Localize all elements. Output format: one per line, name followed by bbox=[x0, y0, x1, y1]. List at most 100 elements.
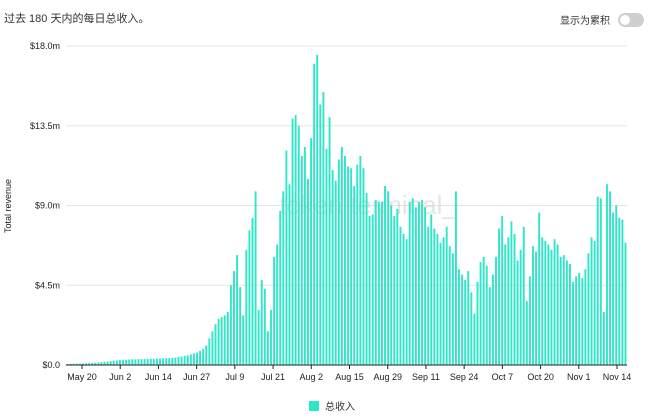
revenue-bar bbox=[260, 279, 263, 365]
revenue-bar bbox=[596, 196, 599, 365]
revenue-bar bbox=[476, 281, 479, 365]
revenue-bar bbox=[371, 214, 374, 365]
revenue-bar bbox=[211, 331, 214, 365]
x-tick-label: Sep 24 bbox=[450, 372, 479, 382]
y-tick-label: $9.0m bbox=[35, 201, 60, 211]
revenue-bar bbox=[159, 358, 161, 365]
revenue-bar bbox=[328, 116, 331, 365]
cumulative-toggle-switch[interactable] bbox=[618, 12, 644, 27]
revenue-bar bbox=[131, 359, 134, 365]
revenue-bar bbox=[501, 216, 504, 365]
x-tick-label: Aug 15 bbox=[335, 372, 364, 382]
toggle-knob bbox=[620, 14, 630, 25]
revenue-bar bbox=[118, 360, 121, 365]
revenue-bar bbox=[78, 363, 81, 365]
revenue-bar bbox=[69, 363, 72, 365]
revenue-bar bbox=[128, 359, 131, 365]
revenue-bar bbox=[498, 228, 501, 365]
revenue-bar bbox=[606, 184, 608, 365]
revenue-bar bbox=[408, 201, 411, 365]
revenue-bar bbox=[390, 205, 393, 365]
revenue-bar bbox=[535, 251, 538, 365]
revenue-bar bbox=[97, 362, 100, 365]
revenue-bar bbox=[491, 274, 494, 365]
revenue-bar bbox=[581, 278, 584, 365]
x-tick-label: Sep 11 bbox=[412, 372, 440, 382]
revenue-bar bbox=[602, 311, 605, 365]
revenue-bar bbox=[433, 228, 436, 365]
y-axis: $0.0 $4.5m $9.0m $13.5m $18.0m bbox=[30, 41, 60, 370]
revenue-bar bbox=[599, 198, 602, 365]
cumulative-toggle-label: 显示为累积 bbox=[560, 16, 610, 27]
revenue-bar bbox=[562, 255, 565, 365]
revenue-bar bbox=[263, 288, 266, 365]
revenue-bar bbox=[340, 147, 343, 365]
revenue-bar bbox=[621, 219, 624, 365]
chart-bars bbox=[66, 54, 627, 366]
revenue-bar bbox=[279, 210, 282, 365]
revenue-bar bbox=[183, 355, 186, 365]
revenue-bar bbox=[396, 209, 399, 365]
revenue-bar bbox=[368, 216, 371, 365]
revenue-bar bbox=[516, 260, 519, 365]
revenue-bar bbox=[236, 255, 239, 365]
revenue-bar bbox=[325, 148, 328, 365]
x-tick-label: Oct 20 bbox=[527, 372, 554, 382]
revenue-bar bbox=[584, 269, 587, 365]
revenue-bar bbox=[100, 362, 103, 365]
revenue-bar bbox=[88, 363, 91, 365]
y-tick-label: $4.5m bbox=[35, 280, 60, 290]
revenue-bar bbox=[572, 281, 575, 365]
revenue-bar bbox=[507, 237, 510, 365]
revenue-bar bbox=[393, 216, 396, 365]
revenue-bar bbox=[226, 311, 229, 365]
revenue-bar bbox=[276, 244, 279, 365]
revenue-bar bbox=[473, 313, 476, 365]
revenue-bar bbox=[569, 263, 571, 365]
revenue-bar bbox=[233, 271, 235, 365]
revenue-bar bbox=[405, 239, 408, 365]
revenue-bar bbox=[451, 253, 454, 365]
revenue-bar bbox=[417, 201, 420, 365]
revenue-bar bbox=[322, 92, 325, 365]
revenue-bar bbox=[149, 358, 152, 365]
revenue-bar bbox=[177, 357, 180, 365]
revenue-bar bbox=[229, 285, 232, 365]
revenue-bar bbox=[442, 237, 445, 365]
revenue-bar bbox=[427, 226, 430, 365]
revenue-bar bbox=[353, 186, 356, 365]
revenue-bar bbox=[297, 125, 300, 365]
revenue-bar bbox=[162, 358, 165, 365]
revenue-bar bbox=[285, 150, 288, 365]
y-tick-label: $18.0m bbox=[30, 41, 60, 51]
revenue-bar bbox=[319, 104, 322, 365]
chart-caption: 过去 180 天内的每日总收入。 bbox=[4, 13, 150, 25]
revenue-bar bbox=[612, 212, 615, 365]
revenue-bar bbox=[380, 201, 383, 365]
revenue-bar bbox=[559, 256, 562, 365]
revenue-bar bbox=[485, 265, 488, 365]
revenue-bar bbox=[350, 168, 353, 365]
revenue-bar bbox=[85, 363, 87, 365]
revenue-bar bbox=[310, 138, 313, 365]
revenue-bar bbox=[344, 155, 346, 365]
revenue-bar bbox=[273, 256, 276, 365]
revenue-bar bbox=[109, 361, 112, 365]
revenue-bar bbox=[220, 317, 223, 365]
revenue-bar bbox=[122, 359, 124, 365]
revenue-bar bbox=[436, 233, 439, 365]
revenue-bar bbox=[199, 350, 202, 365]
revenue-bar bbox=[618, 217, 621, 365]
revenue-bar bbox=[377, 201, 380, 365]
x-tick-label: Aug 2 bbox=[300, 372, 324, 382]
revenue-bar bbox=[189, 354, 192, 365]
revenue-bar bbox=[192, 353, 195, 365]
x-tick-label: Jul 21 bbox=[261, 372, 285, 382]
revenue-bar bbox=[495, 256, 497, 365]
revenue-bar bbox=[421, 200, 423, 365]
revenue-bar bbox=[291, 118, 294, 365]
revenue-bar bbox=[609, 191, 611, 365]
revenue-bar bbox=[510, 221, 513, 365]
revenue-bar bbox=[402, 233, 405, 365]
